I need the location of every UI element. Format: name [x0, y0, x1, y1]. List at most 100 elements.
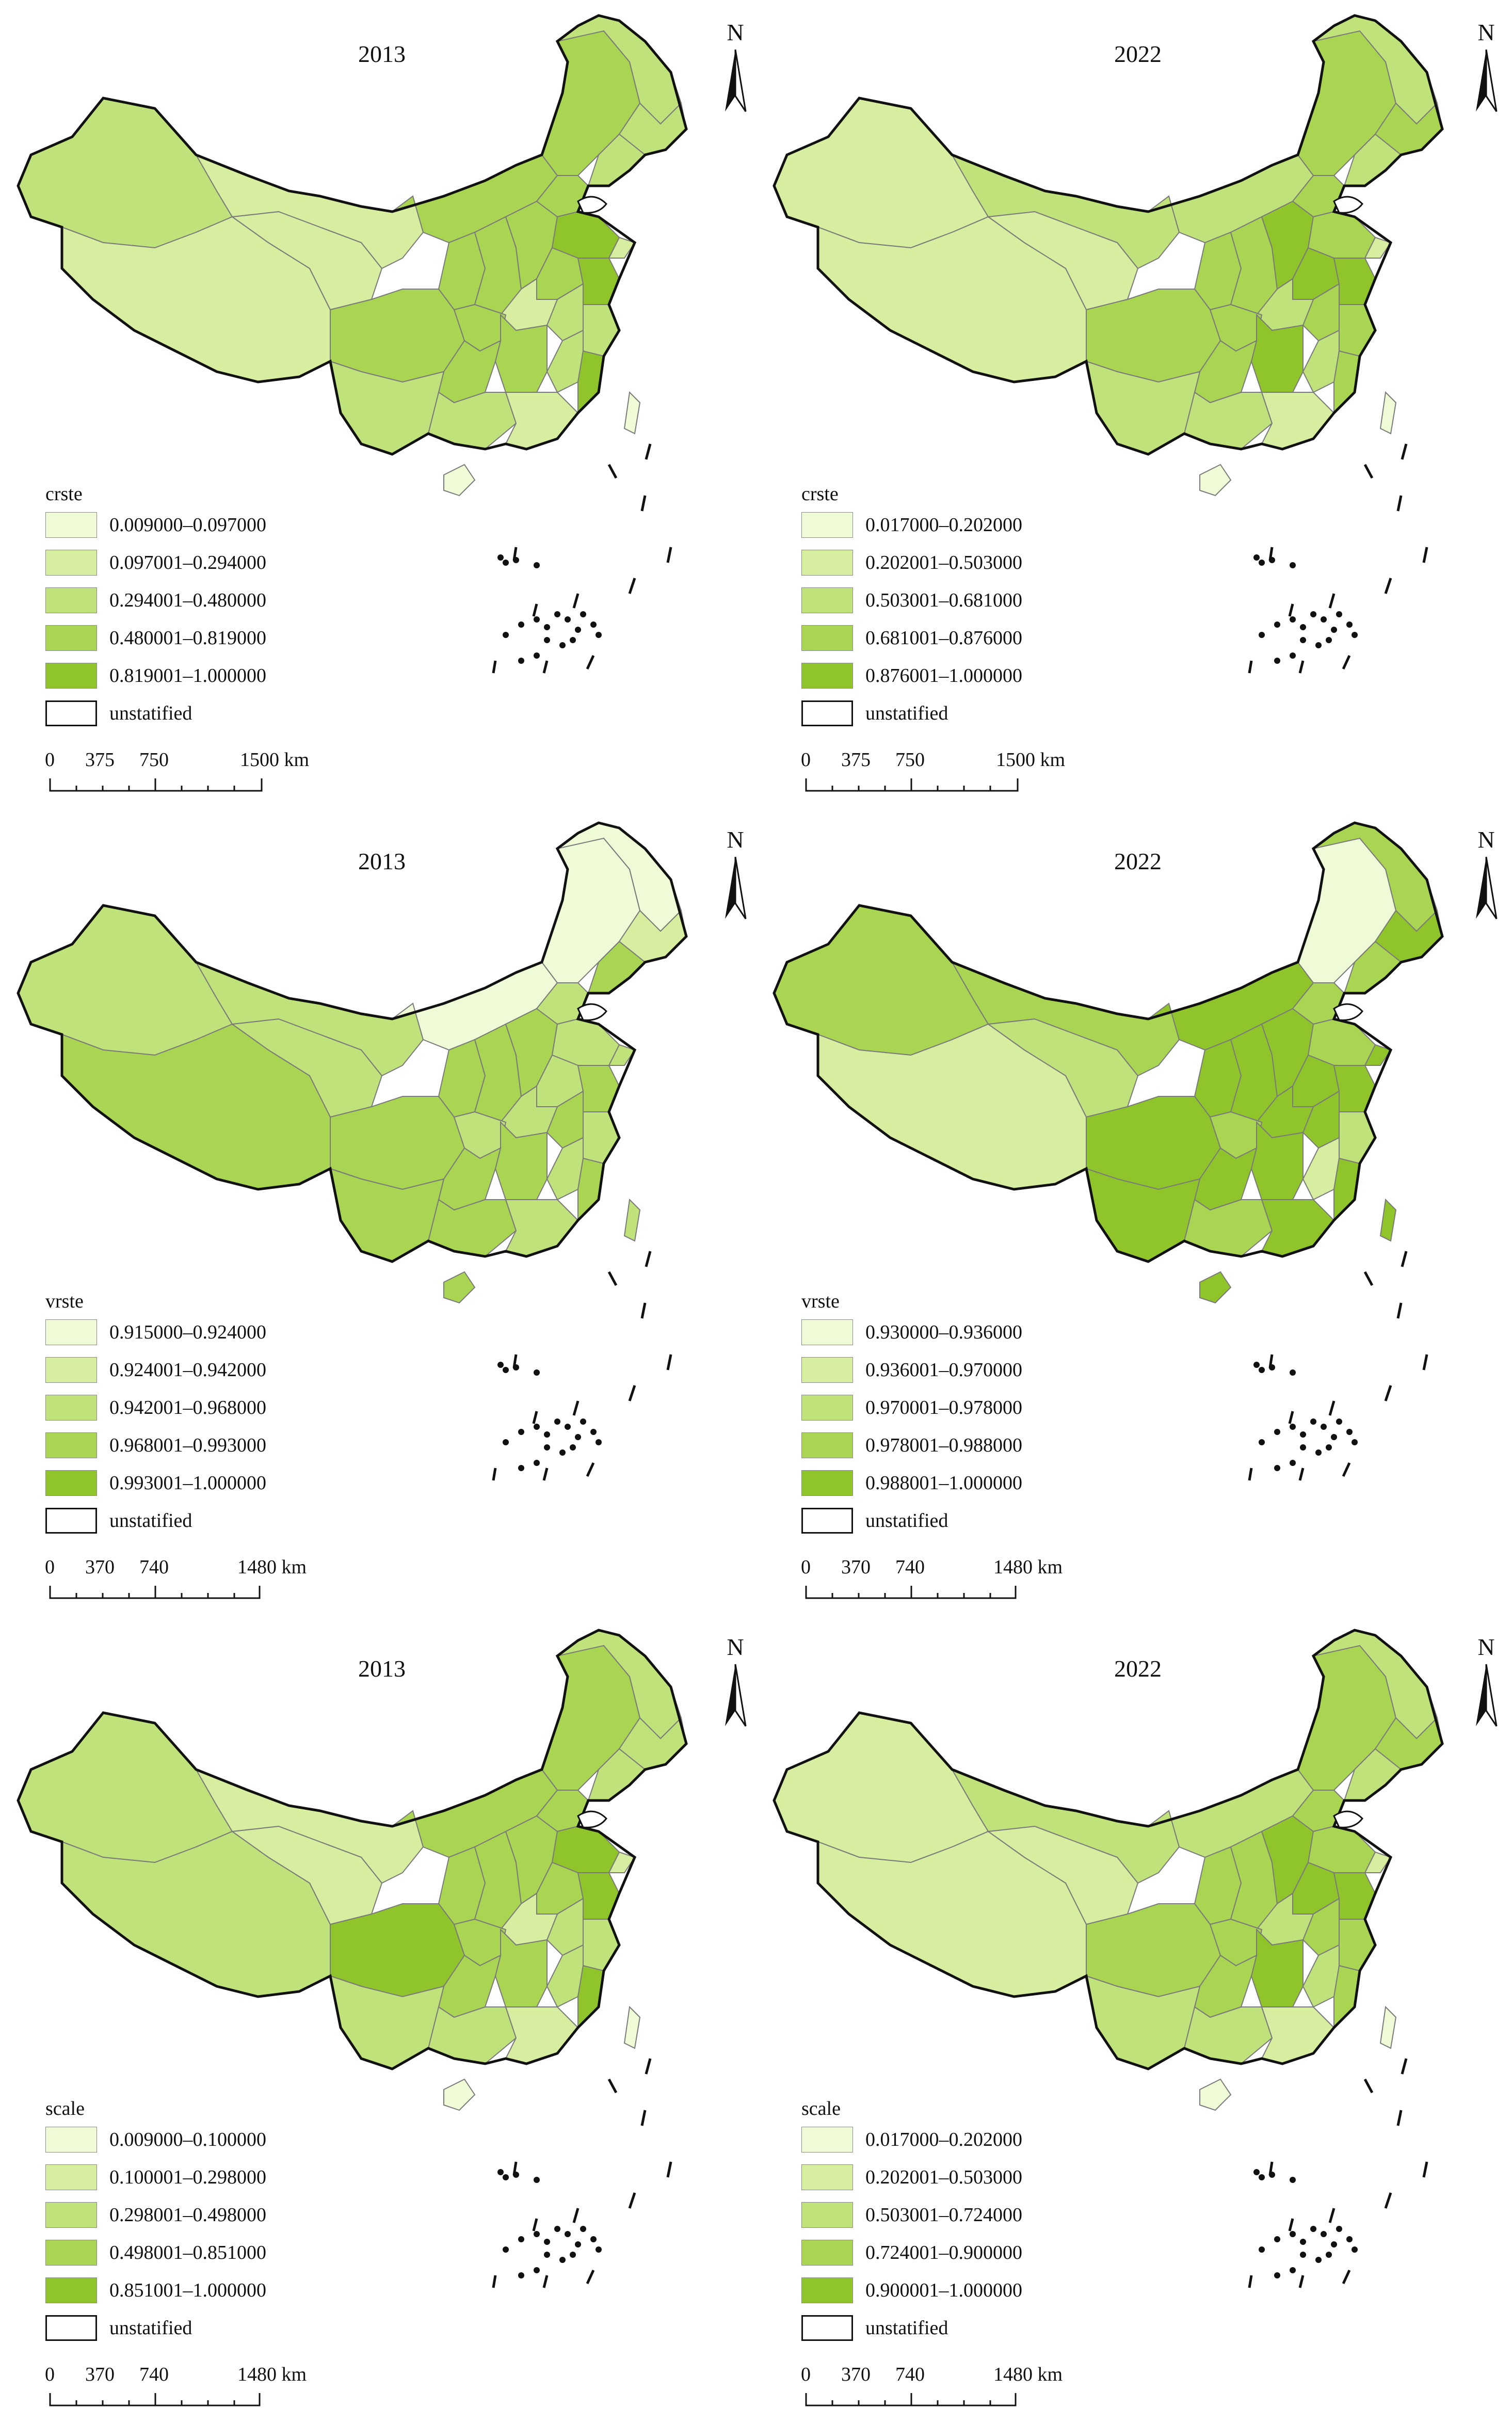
scale-label: 0: [45, 749, 55, 771]
legend-swatch: [45, 625, 97, 651]
province-region: [427, 1199, 517, 1257]
bay-water: [577, 196, 607, 214]
legend-swatch: [801, 662, 853, 689]
legend-item: 0.503001–0.681000: [801, 581, 1090, 619]
scale-label: 740: [895, 1556, 925, 1578]
legend-swatch: [45, 1470, 97, 1496]
legend-item: 0.930000–0.936000: [801, 1313, 1090, 1351]
legend-label: 0.988001–1.000000: [865, 1472, 1022, 1494]
legend-swatch: [801, 549, 853, 576]
scale-label: 375: [85, 749, 115, 771]
legend-swatch: [801, 2239, 853, 2266]
province-region: [443, 2078, 476, 2111]
legend-swatch: [45, 2202, 97, 2228]
legend-label: 0.915000–0.924000: [109, 1321, 266, 1343]
legend-label: 0.294001–0.480000: [109, 589, 266, 611]
panel-year: 2022: [1114, 1655, 1162, 1682]
map-panel-vrste-2013: 2013 N vrste 0.915000–0.924000 0.924001–…: [0, 807, 756, 1615]
province-region: [1199, 2078, 1232, 2111]
legend-item: 0.202001–0.503000: [801, 544, 1090, 581]
scale-bar-line: [805, 778, 1019, 792]
legend-item: 0.993001–1.000000: [45, 1464, 334, 1502]
legend-item: 0.503001–0.724000: [801, 2196, 1090, 2234]
map-legend: scale 0.009000–0.100000 0.100001–0.29800…: [45, 2097, 334, 2347]
north-arrow-icon: N: [1468, 1633, 1504, 1731]
legend-item: 0.876001–1.000000: [801, 657, 1090, 694]
panel-year: 2013: [358, 41, 406, 67]
scale-label: 370: [85, 2364, 115, 2385]
north-arrow-shape: [1476, 856, 1498, 919]
legend-swatch: [45, 1357, 97, 1383]
legend-swatch: [801, 2277, 853, 2303]
bay-water: [1333, 1810, 1363, 1828]
north-arrow-shape: [725, 856, 747, 919]
legend-label: 0.970001–0.978000: [865, 1396, 1022, 1418]
legend-swatch: [45, 2277, 97, 2303]
legend-item-unstatified: unstatified: [45, 694, 334, 732]
legend-title: vrste: [45, 1290, 84, 1312]
legend-label: 0.017000–0.202000: [865, 2128, 1022, 2150]
scale-label: 740: [139, 1556, 169, 1578]
south-china-sea-inset: [492, 443, 672, 674]
province-region: [427, 2006, 517, 2065]
province-region: [1379, 1198, 1397, 1242]
panel-year: 2022: [1114, 848, 1162, 874]
legend-swatch: [801, 700, 853, 726]
legend-item: 0.681001–0.876000: [801, 619, 1090, 657]
map-panel-scale-2022: 2022 N scale 0.017000–0.202000 0.202001–…: [756, 1615, 1512, 2422]
legend-item: 0.298001–0.498000: [45, 2196, 334, 2234]
legend-swatch: [801, 1319, 853, 1345]
province-region: [1307, 1018, 1376, 1066]
north-label: N: [1477, 19, 1495, 45]
legend-item: 0.100001–0.298000: [45, 2158, 334, 2196]
legend-item: 0.942001–0.968000: [45, 1389, 334, 1426]
scale-label: 740: [895, 2364, 925, 2385]
legend-swatch: [45, 512, 97, 538]
map-panel-vrste-2022: 2022 N vrste 0.930000–0.936000 0.936001–…: [756, 807, 1512, 1615]
legend-label: 0.503001–0.681000: [865, 589, 1022, 611]
legend-swatch: [801, 1357, 853, 1383]
country-outline: [17, 821, 688, 1263]
legend-swatch: [801, 587, 853, 613]
scale-label: 0: [801, 749, 811, 771]
scale-label: 375: [841, 749, 871, 771]
legend-label: 0.924001–0.942000: [109, 1359, 266, 1381]
legend-label: 0.097001–0.294000: [109, 551, 266, 573]
legend-item-unstatified: unstatified: [45, 2309, 334, 2347]
province-region: [773, 904, 989, 1056]
legend-swatch: [45, 2315, 97, 2341]
scale-bar: 0 370 740 1480 km: [45, 1556, 307, 1607]
legend-label: 0.100001–0.298000: [109, 2166, 266, 2188]
north-arrow-shape: [725, 1664, 747, 1727]
legend-swatch: [801, 2202, 853, 2228]
north-arrow-shape: [1476, 1664, 1498, 1727]
legend-item: 0.851001–1.000000: [45, 2271, 334, 2309]
legend-item-unstatified: unstatified: [45, 1502, 334, 1539]
north-arrow-shape: [725, 49, 747, 112]
country-outline: [17, 14, 688, 456]
map-legend: vrste 0.915000–0.924000 0.924001–0.94200…: [45, 1289, 334, 1539]
legend-swatch: [801, 1507, 853, 1534]
legend-swatch: [801, 1432, 853, 1458]
legend-swatch: [801, 1394, 853, 1421]
province-region: [608, 1851, 636, 1873]
legend-title: crste: [45, 483, 83, 505]
legend-swatch: [45, 1432, 97, 1458]
legend-label: 0.936001–0.970000: [865, 1359, 1022, 1381]
province-region: [1183, 2006, 1273, 2065]
country-outline: [773, 1629, 1444, 2070]
scale-label: 0: [801, 1556, 811, 1578]
province-region: [17, 1712, 233, 1863]
map-panel-crste-2013: 2013 N crste 0.009000–0.097000 0.097001–…: [0, 0, 756, 807]
province-region: [1379, 391, 1397, 435]
legend-label: 0.480001–0.819000: [109, 627, 266, 649]
north-label: N: [1477, 1634, 1495, 1660]
legend-swatch: [45, 2239, 97, 2266]
province-region: [1339, 1111, 1376, 1165]
province-region: [583, 1919, 620, 1972]
bay-water: [577, 1003, 607, 1021]
scale-bar-line: [49, 778, 263, 792]
legend-label: 0.876001–1.000000: [865, 664, 1022, 687]
legend-swatch: [45, 700, 97, 726]
legend-item: 0.009000–0.100000: [45, 2121, 334, 2158]
